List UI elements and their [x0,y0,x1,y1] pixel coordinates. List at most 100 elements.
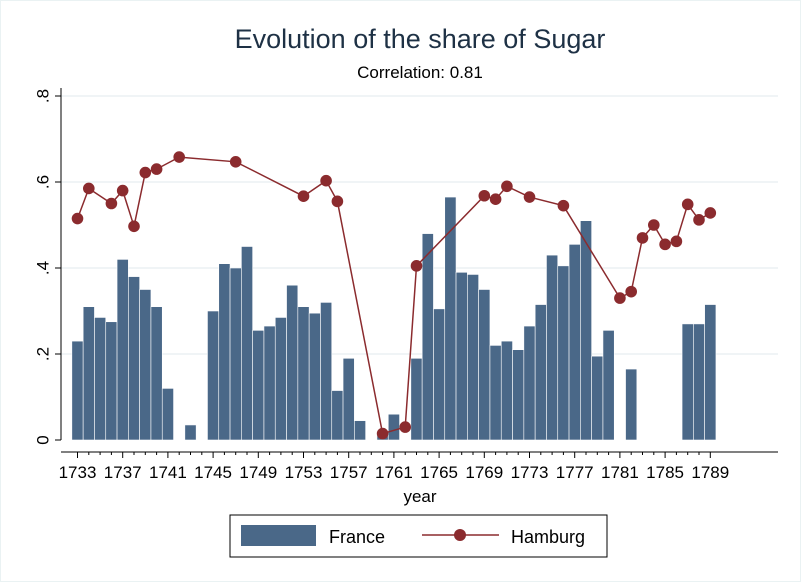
x-tick-label-1769: 1769 [465,463,503,482]
x-tick-label-1773: 1773 [511,463,549,482]
bar-france-1750 [263,325,276,441]
marker-hamburg-1781 [614,292,626,304]
x-tick-label-1733: 1733 [59,463,97,482]
bar-france-1764 [421,233,434,441]
bar-france-1774 [534,304,547,441]
bar-france-1775 [546,254,559,441]
x-tick-label-1765: 1765 [420,463,458,482]
marker-hamburg-1740 [150,163,163,175]
marker-hamburg-1788 [693,214,705,226]
bar-france-1776 [557,265,570,441]
bar-france-1761 [387,413,400,441]
y-tick-label-0.4: .4 [33,261,52,275]
marker-hamburg-1742 [173,151,185,163]
hamburg-line [71,151,717,440]
legend-label-hamburg: Hamburg [511,527,585,547]
bar-france-1737 [116,259,129,441]
legend-label-france: France [329,527,385,547]
bar-france-1766 [444,196,457,441]
x-tick-label-1745: 1745 [194,463,232,482]
marker-hamburg-1753 [297,190,310,202]
y-tick-label-0.6: .6 [33,175,52,189]
x-tick-label-1757: 1757 [330,463,368,482]
axes: 0 .2 .4 .6 .8 1733 1737 1741 1745 1749 1753 1757 176… [33,88,778,482]
marker-hamburg-1756 [331,195,344,208]
bar-france-1757 [342,357,355,441]
x-tick-label-1749: 1749 [239,463,277,482]
chart-subtitle: Correlation: 0.81 [357,63,483,82]
bar-france-1753 [297,306,310,441]
marker-hamburg-1787 [681,198,694,211]
bar-france-1749 [252,330,265,441]
bar-france-1748 [241,246,253,441]
bar-france-1746 [218,263,231,441]
bar-france-1739 [139,289,152,441]
marker-hamburg-1783 [636,232,649,244]
france-bars [71,196,717,441]
bar-france-1736 [105,321,118,441]
marker-hamburg-1763 [410,260,423,272]
bar-france-1733 [71,340,84,441]
bar-france-1768 [467,274,479,441]
bar-france-1747 [229,267,242,441]
x-tick-label-1789: 1789 [691,463,729,482]
bar-france-1789 [704,304,717,441]
bar-france-1769 [478,289,491,441]
marker-hamburg-1769 [478,189,491,202]
x-axis-label: year [403,487,436,506]
bar-france-1763 [410,357,423,441]
bar-france-1770 [489,345,502,441]
marker-hamburg-1771 [501,180,513,193]
bar-france-1780 [602,330,615,441]
bar-france-1758 [354,420,366,441]
x-tick-label-1741: 1741 [149,463,187,482]
bar-france-1777 [568,244,581,441]
marker-hamburg-1760 [376,427,389,440]
bar-france-1778 [580,220,592,441]
chart-title: Evolution of the share of Sugar [235,24,606,54]
marker-hamburg-1733 [71,212,84,225]
bar-france-1751 [274,317,287,441]
bar-france-1752 [286,284,299,441]
x-tick-label-1737: 1737 [104,463,142,482]
x-tick-label-1785: 1785 [646,463,684,482]
marker-hamburg-1770 [489,193,502,205]
bar-france-1787 [681,323,694,441]
bar-france-1782 [625,368,638,441]
marker-hamburg-1789 [704,207,717,219]
marker-hamburg-1747 [229,155,242,168]
marker-hamburg-1776 [557,199,570,212]
bar-france-1740 [150,306,163,441]
bar-france-1745 [207,310,220,441]
legend-swatch-hamburg-marker [454,529,466,541]
bar-france-1755 [320,302,333,441]
gridlines [61,95,778,355]
y-tick-label-0.8: .8 [33,89,52,103]
bar-france-1771 [500,340,513,441]
bar-france-1734 [82,306,95,441]
marker-hamburg-1738 [128,220,140,233]
bar-france-1765 [433,308,446,441]
bar-france-1735 [94,317,107,441]
bar-france-1754 [308,312,321,441]
bar-france-1756 [331,390,344,441]
marker-hamburg-1786 [670,235,683,248]
marker-hamburg-1784 [648,219,660,231]
x-tick-label-1781: 1781 [601,463,639,482]
legend-swatch-france [241,525,316,546]
bar-france-1772 [512,349,525,441]
bar-france-1773 [523,325,536,441]
x-tick-label-1777: 1777 [556,463,594,482]
marker-hamburg-1762 [399,421,412,433]
marker-hamburg-1739 [139,166,152,179]
marker-hamburg-1737 [116,184,129,197]
x-tick-label-1753: 1753 [285,463,323,482]
bar-france-1741 [161,388,174,441]
marker-hamburg-1755 [320,174,332,187]
bar-france-1743 [184,424,197,441]
marker-hamburg-1785 [659,238,671,251]
y-tick-label-0: 0 [33,435,52,444]
bar-france-1738 [128,276,140,441]
bar-france-1779 [591,355,604,441]
